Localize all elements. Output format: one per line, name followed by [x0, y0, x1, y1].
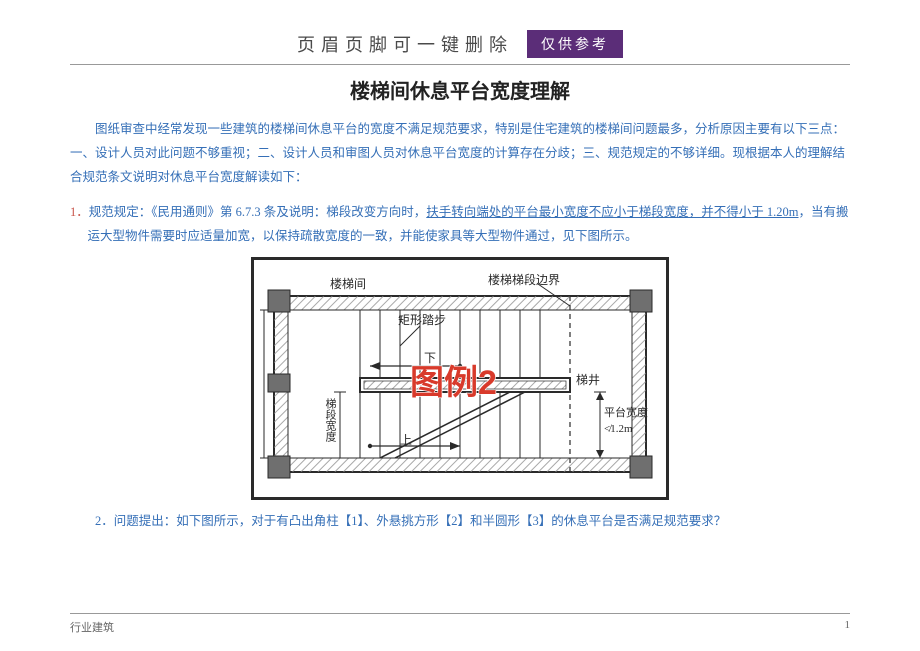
label-up: 上 — [400, 433, 412, 447]
label-rect-step: 矩形踏步 — [398, 313, 446, 327]
label-min-width: ≮1.2m — [604, 423, 633, 435]
stair-diagram: 楼梯间 楼梯梯段边界 矩形踏步 下 上 梯井 平台宽度 ≮1.2m 梯段宽度 楼… — [260, 266, 660, 486]
item-1-underline: 扶手转向端处的平台最小宽度不应小于梯段宽度，并不得小于 1.20m — [426, 205, 798, 219]
header-text: 页眉页脚可一键删除 — [297, 31, 513, 57]
label-opening: 楼梯间开间 — [260, 352, 261, 409]
figure-frame: 楼梯间 楼梯梯段边界 矩形踏步 下 上 梯井 平台宽度 ≮1.2m 梯段宽度 楼… — [251, 257, 669, 500]
item-2: 2．问题提出：如下图所示，对于有凸出角柱【1】、外悬挑方形【2】和半圆形【3】的… — [70, 510, 850, 534]
label-flight-width: 梯段宽度 — [324, 397, 337, 442]
page-title: 楼梯间休息平台宽度理解 — [70, 75, 850, 104]
footer-left: 行业建筑 — [70, 619, 114, 635]
footer: 行业建筑 1 — [70, 613, 850, 635]
header-row: 页眉页脚可一键删除 仅供参考 — [70, 30, 850, 58]
intro-paragraph: 图纸审查中经常发现一些建筑的楼梯间休息平台的宽度不满足规范要求，特别是住宅建筑的… — [70, 118, 850, 189]
item-1: 1．规范规定：《民用通则》第 6.7.3 条及说明：梯段改变方向时，扶手转向端处… — [70, 201, 850, 249]
page: 页眉页脚可一键删除 仅供参考 楼梯间休息平台宽度理解 图纸审查中经常发现一些建筑… — [0, 0, 920, 651]
label-platform-width: 平台宽度 — [604, 405, 648, 419]
footer-page-number: 1 — [845, 619, 851, 635]
label-stairwell: 楼梯间 — [330, 276, 366, 291]
label-down: 下 — [424, 351, 436, 365]
item-1-lead: 规范规定：《民用通则》第 6.7.3 条及说明：梯段改变方向时， — [89, 205, 427, 219]
header-rule — [70, 64, 850, 65]
label-flight-boundary: 楼梯梯段边界 — [488, 272, 560, 287]
label-well: 梯井 — [576, 373, 600, 387]
header-badge: 仅供参考 — [527, 30, 623, 58]
figure-stamp: 图例2 — [410, 364, 497, 402]
figure-wrap: 楼梯间 楼梯梯段边界 矩形踏步 下 上 梯井 平台宽度 ≮1.2m 梯段宽度 楼… — [70, 257, 850, 500]
item-1-number: 1． — [70, 205, 89, 219]
